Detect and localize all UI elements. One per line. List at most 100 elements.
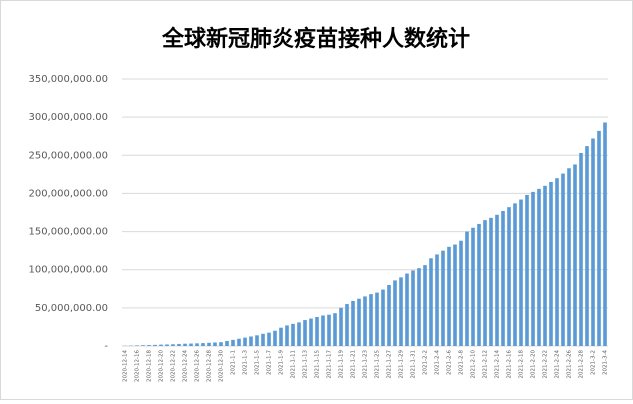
- bar: [363, 296, 367, 346]
- bar: [165, 344, 169, 346]
- x-tick-label: 2021-1-1: [231, 350, 237, 375]
- bar: [135, 345, 139, 346]
- x-tick-label: 2021-1-3: [243, 350, 249, 375]
- bar: [357, 299, 361, 346]
- x-tick-label: 2021-1-11: [291, 350, 297, 378]
- x-tick-label: 2020-12-24: [183, 350, 189, 382]
- y-tick-label: 350,000,000.00: [28, 74, 108, 85]
- bar: [285, 325, 289, 346]
- bar: [405, 274, 409, 346]
- x-tick-label: 2020-12-14: [123, 350, 129, 382]
- x-tick-label: 2021-1-19: [339, 350, 345, 379]
- x-tick-label: 2020-12-26: [195, 350, 201, 382]
- bar: [603, 122, 607, 346]
- bar: [459, 241, 463, 346]
- bar: [249, 336, 253, 346]
- x-tick-label: 2021-2-8: [459, 350, 465, 375]
- bar: [333, 313, 337, 346]
- x-tick-label: 2021-3-4: [603, 350, 609, 375]
- x-tick-label: 2021-2-20: [531, 350, 537, 379]
- bar: [519, 200, 523, 346]
- x-tick-label: 2020-12-22: [171, 350, 177, 382]
- y-tick-label: 250,000,000.00: [28, 150, 108, 161]
- bar: [483, 220, 487, 346]
- bar: [303, 320, 307, 346]
- x-tick-label: 2021-1-25: [375, 350, 381, 379]
- bar: [501, 211, 505, 346]
- x-tick-label: 2021-1-27: [387, 350, 393, 379]
- x-tick-label: 2021-1-29: [399, 350, 405, 379]
- bar: [267, 333, 271, 346]
- bar: [417, 268, 421, 346]
- x-tick-label: 2020-12-18: [147, 350, 153, 382]
- bar: [399, 277, 403, 346]
- bar: [219, 342, 223, 346]
- x-tick-label: 2021-2-26: [567, 350, 573, 379]
- bar: [393, 280, 397, 346]
- bar: [339, 308, 343, 346]
- x-tick-label: 2021-2-4: [435, 350, 441, 375]
- x-tick-label: 2021-1-13: [303, 350, 309, 379]
- bar: [453, 245, 457, 346]
- bar: [429, 258, 433, 346]
- x-tick-label: 2021-2-2: [423, 350, 429, 375]
- bar: [297, 322, 301, 346]
- y-tick-label: 150,000,000.00: [28, 227, 108, 238]
- bar: [327, 315, 331, 346]
- y-tick-label: 300,000,000.00: [28, 112, 108, 123]
- bar: [189, 344, 193, 346]
- bar: [213, 342, 217, 346]
- chart-title: 全球新冠肺炎疫苗接种人数统计: [161, 26, 470, 52]
- bar: [507, 207, 511, 346]
- bar: [435, 254, 439, 346]
- bar: [375, 293, 379, 346]
- x-tick-label: 2021-3-2: [591, 350, 597, 375]
- bar: [471, 228, 475, 346]
- x-tick-label: 2020-12-16: [135, 350, 141, 382]
- x-tick-label: 2021-1-31: [411, 350, 417, 378]
- x-tick-label: 2021-2-6: [447, 350, 453, 375]
- bar: [441, 251, 445, 346]
- x-tick-label: 2021-2-22: [543, 350, 549, 378]
- bar: [573, 164, 577, 346]
- y-tick-label: -: [104, 341, 108, 352]
- x-tick-label: 2021-2-16: [507, 350, 513, 379]
- x-tick-label: 2021-1-9: [279, 350, 285, 375]
- bar: [279, 328, 283, 346]
- bar: [153, 345, 157, 346]
- x-tick-label: 2021-1-21: [351, 350, 357, 378]
- bar: [177, 344, 181, 346]
- bar: [315, 317, 319, 346]
- bar: [207, 343, 211, 346]
- x-tick-label: 2021-2-28: [579, 350, 585, 379]
- bar: [141, 345, 145, 346]
- bar: [183, 344, 187, 346]
- y-tick-label: 200,000,000.00: [28, 188, 108, 199]
- x-tick-label: 2020-12-30: [219, 350, 225, 382]
- bar: [411, 270, 415, 346]
- bar: [195, 343, 199, 346]
- bar: [597, 131, 601, 346]
- x-tick-label: 2021-1-23: [363, 350, 369, 379]
- y-tick-label: 100,000,000.00: [28, 265, 108, 276]
- bar: [159, 345, 163, 346]
- bar: [309, 319, 313, 346]
- bar: [291, 324, 295, 346]
- bar: [549, 182, 553, 346]
- bar: [423, 265, 427, 346]
- bar: [231, 340, 235, 346]
- bar: [555, 178, 559, 346]
- bar: [273, 331, 277, 346]
- bar: [561, 174, 565, 346]
- bar: [147, 345, 151, 346]
- x-tick-label: 2021-2-10: [471, 350, 477, 379]
- x-tick-label: 2021-1-7: [267, 350, 273, 375]
- x-tick-label: 2021-2-12: [483, 350, 489, 378]
- bar: [201, 343, 205, 346]
- x-tick-label: 2020-12-28: [207, 350, 213, 382]
- bar: [369, 294, 373, 346]
- bar: [447, 247, 451, 346]
- bar: [579, 153, 583, 346]
- x-tick-label: 2021-2-24: [555, 350, 561, 379]
- bar: [531, 192, 535, 346]
